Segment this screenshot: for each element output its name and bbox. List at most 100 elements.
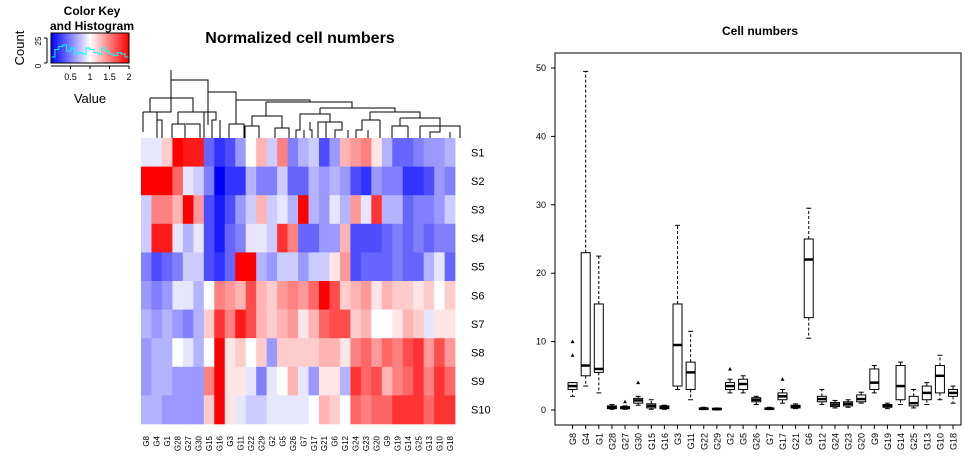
heatmap-cell	[214, 366, 226, 396]
heatmap-column-label: G6	[331, 435, 340, 446]
box-G7	[764, 406, 775, 411]
heatmap-cell	[287, 366, 299, 396]
heatmap-row-label: S2	[471, 176, 484, 188]
color-key-swatch	[51, 33, 54, 63]
heatmap-column-label: G7	[299, 435, 308, 446]
heatmap-cell	[318, 223, 330, 253]
color-key-subtitle: and Histogram	[50, 19, 134, 33]
heatmap-cell	[141, 366, 152, 396]
heatmap-cell	[381, 138, 393, 167]
box-G26	[751, 395, 762, 406]
heatmap-column-label: G26	[289, 435, 298, 451]
heatmap-cell	[193, 338, 205, 368]
box-G14	[895, 361, 906, 406]
heatmap-cell	[245, 309, 257, 339]
heatmap-cell	[235, 309, 246, 339]
heatmap-cell	[371, 138, 383, 167]
heatmap-cell	[256, 166, 267, 196]
heatmap-cell	[339, 138, 351, 167]
heatmap-cell	[350, 195, 362, 225]
heatmap-cell	[371, 338, 383, 368]
heatmap-cell	[277, 195, 288, 225]
heatmap-cell	[182, 366, 194, 396]
heatmap-cell	[329, 366, 341, 396]
heatmap-cell	[371, 366, 383, 396]
heatmap-cell	[224, 366, 236, 396]
heatmap-cell	[245, 195, 257, 225]
heatmap-cell	[360, 195, 372, 225]
box-G1	[593, 255, 604, 394]
heatmap-cell	[434, 338, 445, 368]
box-G20	[856, 391, 867, 404]
boxplot-xtick-label: G2	[726, 433, 736, 445]
box-body	[934, 365, 945, 394]
heatmap-row-label: S8	[471, 348, 484, 360]
heatmap-cell	[392, 366, 404, 396]
color-key-xtick-label: 0.5	[64, 72, 77, 82]
heatmap-cell	[298, 338, 309, 368]
heatmap-cell	[360, 395, 372, 425]
color-key-swatch	[93, 33, 96, 63]
boxplot-xtick-label: G4	[581, 433, 591, 445]
heatmap-cell	[214, 309, 226, 339]
heatmap-cell	[434, 366, 445, 396]
heatmap-cell	[308, 138, 320, 167]
heatmap-cell	[287, 309, 299, 339]
heatmap-cell	[182, 309, 194, 339]
box-outlier	[570, 353, 575, 357]
boxplot-ytick-label: 40	[536, 131, 546, 141]
heatmap-cell	[235, 223, 246, 253]
dendrogram-branch	[203, 111, 221, 138]
box-G30	[633, 380, 644, 406]
color-key-swatch	[121, 33, 124, 63]
box-G4	[580, 70, 591, 387]
heatmap-cell	[161, 166, 173, 196]
heatmap-column-label: G14	[404, 435, 413, 451]
box-outlier	[623, 399, 628, 404]
dendrogram-branch	[317, 113, 349, 138]
heatmap-cell	[141, 138, 152, 167]
heatmap-cell	[182, 281, 194, 310]
boxplot-ytick-label: 10	[536, 337, 546, 347]
heatmap-cell	[434, 195, 445, 225]
boxplot-xtick-label: G5	[739, 433, 749, 445]
heatmap-cell	[193, 309, 205, 339]
dendrogram-branch	[149, 70, 172, 113]
heatmap-cell	[298, 138, 309, 167]
heatmap-cell	[266, 281, 278, 310]
heatmap-cell	[329, 223, 341, 253]
heatmap-cell	[308, 366, 320, 396]
heatmap-column-label: G20	[373, 435, 382, 451]
heatmap-cell	[224, 252, 236, 282]
box-body	[869, 368, 880, 390]
color-key-swatch	[83, 33, 86, 63]
heatmap-cell	[298, 252, 309, 282]
heatmap-cell	[413, 252, 424, 282]
heatmap-cell	[381, 395, 393, 425]
heatmap-column-label: G23	[362, 435, 371, 451]
heatmap-cell	[182, 395, 194, 425]
color-key-swatch	[81, 33, 84, 63]
color-key-xtick-label: 1	[87, 72, 92, 82]
boxplot-xtick-label: G22	[699, 433, 709, 450]
heatmap-cell	[444, 338, 456, 368]
heatmap-cell	[224, 281, 236, 310]
heatmap-cell	[339, 281, 351, 310]
box-G19	[882, 402, 893, 410]
heatmap-cell	[413, 166, 424, 196]
heatmap-cell	[318, 138, 330, 167]
heatmap-cell	[381, 223, 393, 253]
heatmap-cell	[318, 252, 330, 282]
box-outlier	[570, 339, 575, 344]
heatmap-cell	[245, 252, 257, 282]
dendrogram-branch	[142, 111, 158, 132]
heatmap-cell	[235, 338, 246, 368]
heatmap-cell	[172, 195, 184, 225]
heatmap-cell	[161, 223, 173, 253]
heatmap-cell	[245, 138, 257, 167]
heatmap-cell	[360, 338, 372, 368]
heatmap-cell	[182, 195, 194, 225]
boxplot-xtick-label: G7	[765, 433, 775, 445]
heatmap-cell	[224, 223, 236, 253]
heatmap-column-label: G29	[257, 435, 266, 451]
